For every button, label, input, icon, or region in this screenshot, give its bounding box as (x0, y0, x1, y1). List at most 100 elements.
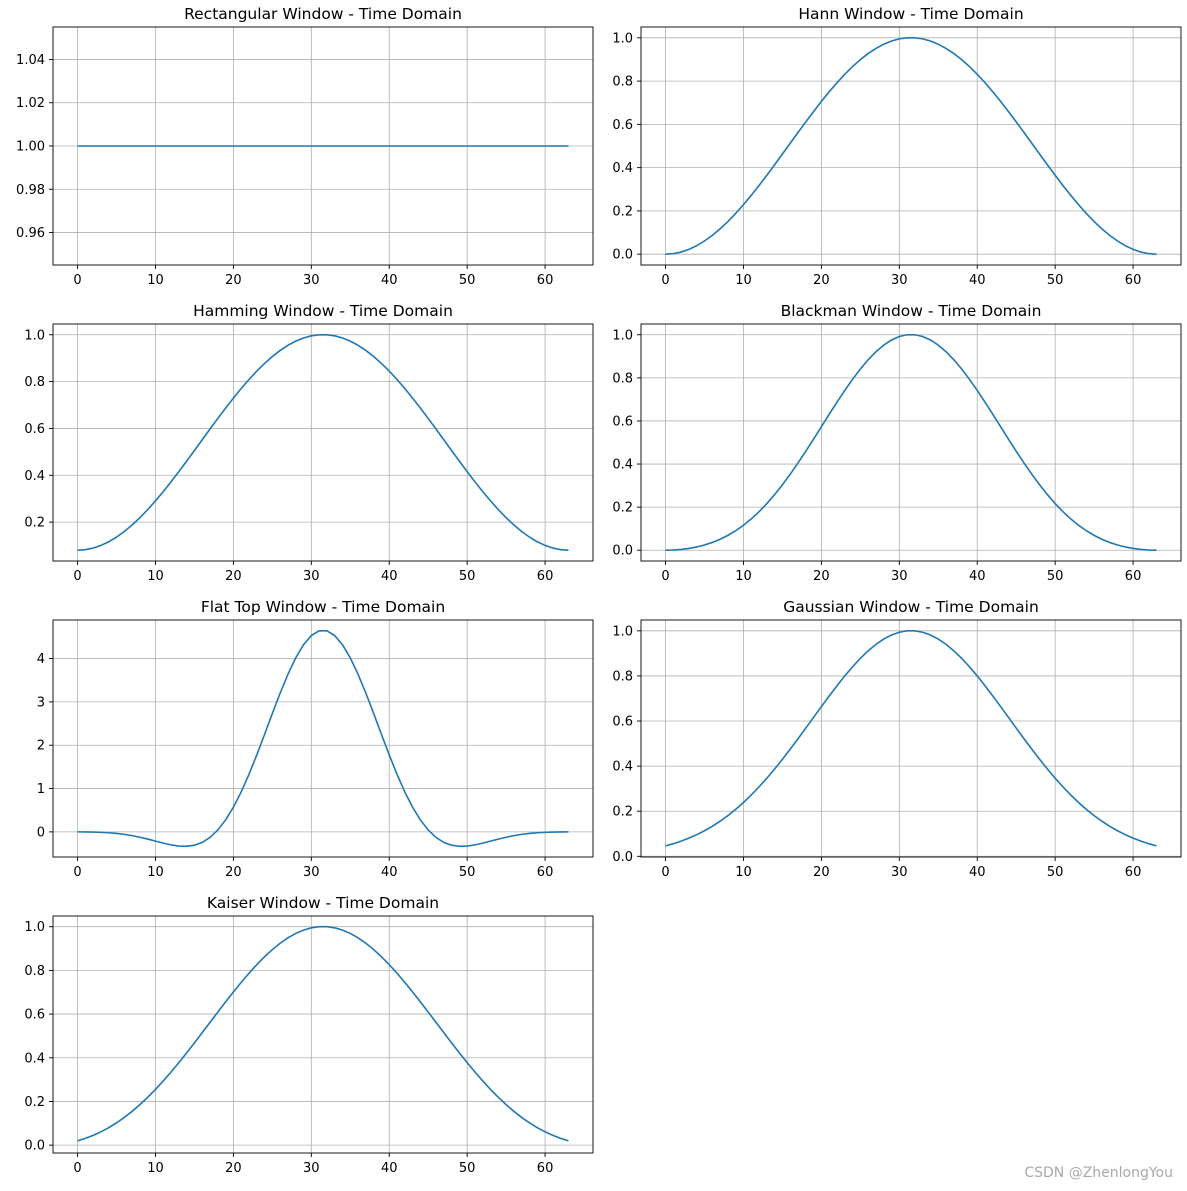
chart-gaussian: 0 10 20 30 40 50 60 0.0 0.2 0.4 0.6 0.8 1.0 Gaussian … (612, 598, 1182, 880)
chart-rectangular: 0 10 20 30 40 50 60 0.96 0.98 1.00 1.02 1.04 Rectang… (16, 5, 594, 288)
x-tick-label: 20 (225, 865, 242, 880)
y-tick-label: 0.2 (612, 501, 633, 516)
chart-title: Hann Window - Time Domain (798, 5, 1023, 23)
x-tick-label: 50 (1047, 865, 1064, 880)
x-tick-label: 60 (537, 273, 554, 288)
y-tick-label: 0.96 (16, 226, 45, 241)
x-tick-label: 30 (303, 569, 320, 584)
axes-frame (640, 619, 1182, 858)
x-tick-label: 20 (813, 865, 830, 880)
x-tick-label: 20 (225, 1161, 242, 1176)
chart-title: Hamming Window - Time Domain (193, 302, 453, 320)
chart-title: Gaussian Window - Time Domain (783, 598, 1039, 616)
axes-frame (640, 323, 1182, 562)
y-tick-label: 0.2 (24, 516, 45, 531)
y-tick-label: 0.2 (612, 805, 633, 820)
y-tick-label: 1.0 (612, 31, 633, 46)
x-tick-label: 50 (459, 273, 476, 288)
y-tick-label: 3 (37, 695, 45, 710)
y-tick-label: 0.0 (612, 248, 633, 263)
y-tick-label: 1.0 (24, 920, 45, 935)
x-tick-label: 10 (735, 273, 752, 288)
x-tick-label: 20 (813, 273, 830, 288)
watermark: CSDN @ZhenlongYou (1024, 1165, 1173, 1181)
y-tick-label: 1.02 (16, 96, 45, 111)
x-tick-label: 30 (891, 569, 908, 584)
x-tick-label: 40 (381, 1161, 398, 1176)
x-tick-label: 0 (661, 569, 669, 584)
x-tick-label: 30 (303, 865, 320, 880)
x-tick-label: 50 (459, 865, 476, 880)
y-tick-label: 0.8 (612, 371, 633, 386)
x-tick-label: 10 (147, 569, 164, 584)
y-tick-label: 0.6 (612, 118, 633, 133)
x-tick-label: 60 (537, 865, 554, 880)
x-tick-label: 50 (1047, 569, 1064, 584)
x-tick-label: 30 (303, 273, 320, 288)
axes-frame (52, 619, 594, 858)
chart-title: Flat Top Window - Time Domain (201, 598, 445, 616)
axes-frame (52, 323, 594, 562)
x-tick-label: 40 (381, 569, 398, 584)
chart-title: Rectangular Window - Time Domain (184, 5, 462, 23)
x-tick-label: 40 (969, 569, 986, 584)
axes-frame (52, 915, 594, 1154)
y-tick-label: 0.6 (24, 1008, 45, 1023)
y-tick-label: 0.6 (612, 715, 633, 730)
chart-flattop: 0 10 20 30 40 50 60 0 1 2 3 4 Flat Top Window - Time… (37, 598, 594, 880)
x-tick-label: 30 (303, 1161, 320, 1176)
series-line-flattop (77, 630, 569, 848)
x-tick-label: 0 (73, 865, 81, 880)
y-tick-label: 1 (37, 782, 45, 797)
chart-kaiser: 0 10 20 30 40 50 60 0.0 0.2 0.4 0.6 0.8 1.0 Kaiser Wi… (24, 894, 594, 1176)
x-tick-label: 40 (969, 273, 986, 288)
y-tick-label: 0.4 (612, 458, 633, 473)
y-tick-label: 0.98 (16, 183, 45, 198)
x-tick-label: 10 (147, 273, 164, 288)
y-tick-label: 1.04 (16, 53, 45, 68)
x-tick-label: 0 (73, 569, 81, 584)
y-tick-label: 0.8 (24, 375, 45, 390)
chart-title: Blackman Window - Time Domain (781, 302, 1042, 320)
x-tick-label: 20 (225, 273, 242, 288)
axes-frame (640, 26, 1182, 266)
chart-title: Kaiser Window - Time Domain (207, 894, 439, 912)
y-tick-label: 0.4 (24, 469, 45, 484)
x-tick-label: 40 (381, 865, 398, 880)
y-tick-label: 0.6 (24, 422, 45, 437)
y-tick-label: 0.0 (612, 544, 633, 559)
x-tick-label: 0 (661, 273, 669, 288)
x-tick-label: 10 (735, 569, 752, 584)
series-line-hamming (77, 333, 569, 552)
y-tick-label: 0.8 (612, 669, 633, 684)
x-tick-label: 50 (459, 1161, 476, 1176)
x-tick-label: 60 (1125, 273, 1142, 288)
y-tick-label: 0.8 (612, 75, 633, 90)
x-tick-label: 0 (73, 273, 81, 288)
y-tick-label: 0 (37, 825, 45, 840)
y-tick-label: 1.0 (612, 624, 633, 639)
x-tick-label: 60 (1125, 865, 1142, 880)
x-tick-label: 30 (891, 273, 908, 288)
x-tick-label: 10 (147, 1161, 164, 1176)
y-tick-label: 0.8 (24, 964, 45, 979)
x-tick-label: 60 (1125, 569, 1142, 584)
x-tick-label: 60 (537, 569, 554, 584)
x-tick-label: 60 (537, 1161, 554, 1176)
x-tick-label: 30 (891, 865, 908, 880)
y-tick-label: 0.0 (612, 850, 633, 865)
y-tick-label: 0.0 (24, 1139, 45, 1154)
x-tick-label: 20 (813, 569, 830, 584)
x-tick-label: 40 (969, 865, 986, 880)
x-tick-label: 10 (735, 865, 752, 880)
chart-blackman: 0 10 20 30 40 50 60 0.0 0.2 0.4 0.6 0.8 1.0 Blackman … (612, 302, 1182, 584)
y-tick-label: 0.2 (24, 1095, 45, 1110)
series-line-kaiser (77, 925, 569, 1142)
x-tick-label: 0 (661, 865, 669, 880)
chart-hann: 0 10 20 30 40 50 60 0.0 0.2 0.4 0.6 0.8 1.0 Hann Wind… (612, 5, 1182, 288)
x-tick-label: 40 (381, 273, 398, 288)
y-tick-label: 0.2 (612, 204, 633, 219)
chart-hamming: 0 10 20 30 40 50 60 0.2 0.4 0.6 0.8 1.0 Hamming Wind… (24, 302, 594, 584)
x-tick-label: 20 (225, 569, 242, 584)
